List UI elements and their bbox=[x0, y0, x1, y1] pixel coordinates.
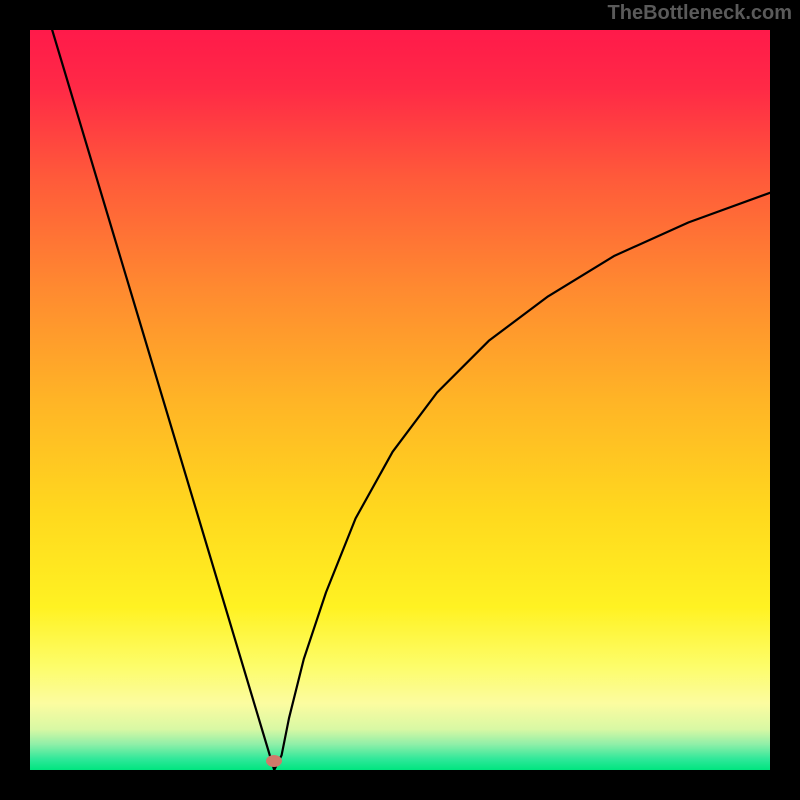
bottleneck-chart bbox=[30, 30, 770, 770]
bottleneck-curve bbox=[52, 30, 770, 770]
curve-layer bbox=[30, 30, 770, 770]
watermark-text: TheBottleneck.com bbox=[608, 2, 792, 25]
optimal-point-marker bbox=[266, 755, 282, 767]
